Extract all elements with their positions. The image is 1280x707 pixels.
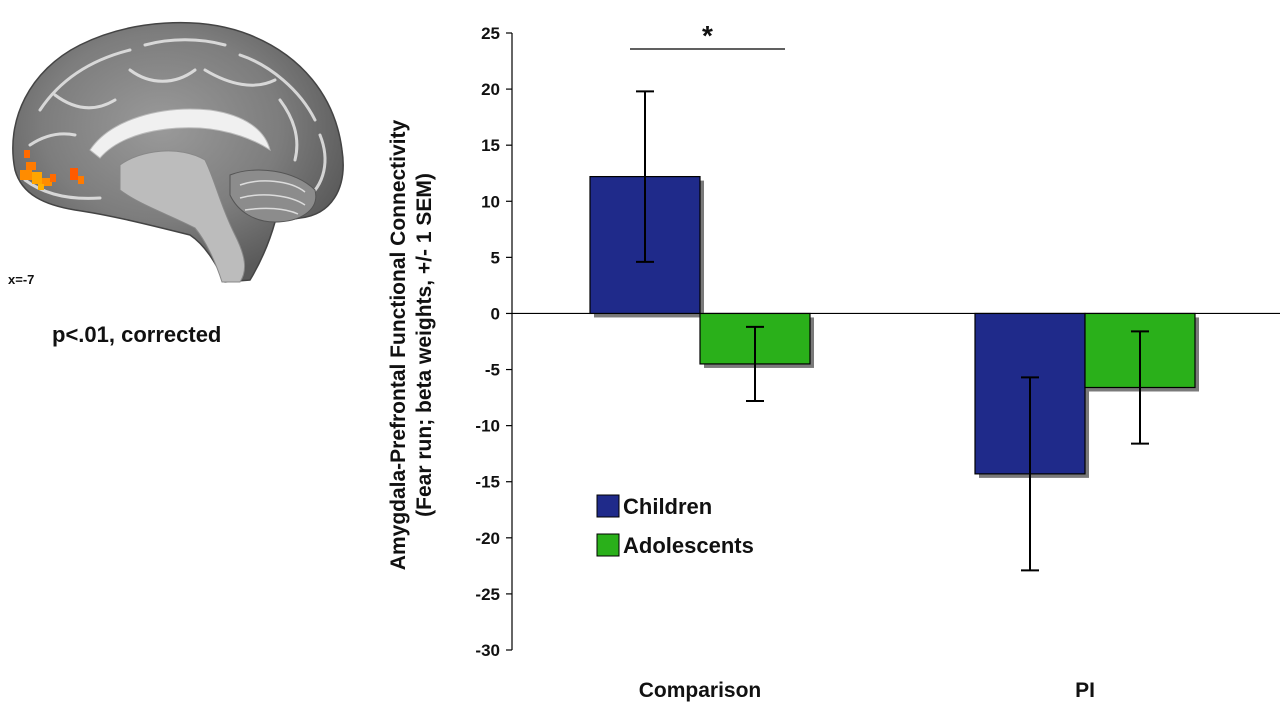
- y-tick-label: -10: [475, 417, 500, 436]
- activation-cluster: [20, 150, 84, 190]
- y-tick-label: -20: [475, 529, 500, 548]
- x-category-label: PI: [1075, 679, 1095, 702]
- y-tick-label: 0: [491, 304, 500, 323]
- y-tick-label: -30: [475, 641, 500, 660]
- significance-marker: *: [630, 20, 785, 51]
- y-tick-label: 5: [491, 248, 500, 267]
- y-axis-title-line1: Amygdala-Prefrontal Functional Connectiv…: [387, 119, 410, 570]
- y-tick-label: 10: [481, 192, 500, 211]
- x-category-label: Comparison: [639, 679, 762, 702]
- legend-label-adolescents: Adolescents: [623, 533, 754, 558]
- y-axis-title-line2: (Fear run; beta weights, +/- 1 SEM): [413, 173, 436, 517]
- y-tick-label: -25: [475, 585, 500, 604]
- legend-label-children: Children: [623, 494, 712, 519]
- y-tick-label: 15: [481, 136, 500, 155]
- bars: [589, 175, 1199, 478]
- significance-asterisk: *: [702, 20, 713, 51]
- legend-swatch-children: [596, 494, 620, 518]
- y-tick-label: 20: [481, 80, 500, 99]
- y-axis-title: Amygdala-Prefrontal Functional Connectiv…: [387, 119, 436, 570]
- x-axis-labels: Comparison PI: [639, 679, 1095, 702]
- y-tick-label: 25: [481, 24, 500, 43]
- y-tick-label: -5: [485, 361, 500, 380]
- error-bars: [636, 90, 1149, 572]
- slice-label: x=-7: [8, 272, 35, 287]
- legend: Children Adolescents: [596, 494, 754, 558]
- brain-sagittal-image: [12, 21, 344, 283]
- y-tick-label: -15: [475, 473, 500, 492]
- threshold-caption: p<.01, corrected: [52, 322, 222, 347]
- legend-swatch-adolescents: [596, 533, 620, 557]
